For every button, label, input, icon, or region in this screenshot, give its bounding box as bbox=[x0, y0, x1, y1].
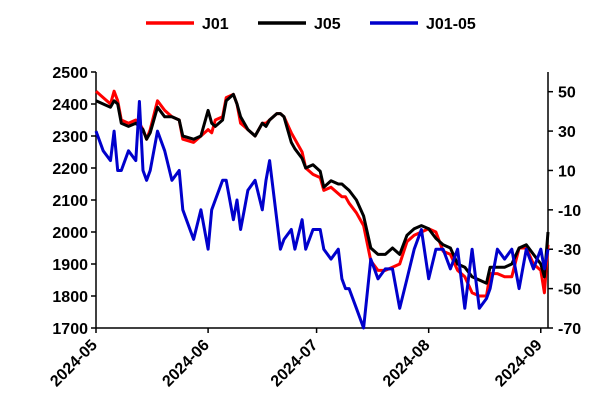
x-tick-label: 2024-07 bbox=[268, 337, 322, 391]
right-tick-label: 10 bbox=[558, 163, 576, 180]
legend-label-j01: J01 bbox=[202, 16, 229, 33]
left-tick-label: 1800 bbox=[52, 289, 88, 306]
axes bbox=[91, 71, 553, 333]
right-tick-label: 30 bbox=[558, 124, 576, 141]
right-tick-label: 50 bbox=[558, 85, 576, 102]
right-tick-label: -10 bbox=[558, 203, 581, 220]
right-tick-label: -70 bbox=[558, 321, 581, 338]
x-tick-label: 2024-09 bbox=[492, 337, 546, 391]
series-line-j01 bbox=[95, 89, 550, 298]
left-tick-label: 2100 bbox=[52, 193, 88, 210]
right-tick-label: -50 bbox=[558, 282, 581, 299]
tick-labels: 1700 1800 1900 2000 2100 2200 2300 2400 2500 -70 -… bbox=[47, 65, 581, 390]
series-line-j05 bbox=[95, 92, 550, 285]
legend-label-j05: J05 bbox=[314, 16, 341, 33]
left-tick-label: 1900 bbox=[52, 257, 88, 274]
left-tick-label: 1700 bbox=[52, 321, 88, 338]
x-tick-label: 2024-06 bbox=[159, 337, 213, 391]
left-tick-label: 2400 bbox=[52, 97, 88, 114]
left-tick-label: 2300 bbox=[52, 129, 88, 146]
left-tick-label: 2200 bbox=[52, 161, 88, 178]
legend: J01 J05 J01-05 bbox=[146, 16, 476, 33]
left-tick-label: 2000 bbox=[52, 225, 88, 242]
x-tick-label: 2024-08 bbox=[380, 337, 434, 391]
series-group bbox=[94, 89, 550, 330]
right-tick-label: -30 bbox=[558, 242, 581, 259]
left-tick-label: 2500 bbox=[52, 65, 88, 82]
series-line-j01-05 bbox=[94, 100, 550, 330]
x-tick-label: 2024-05 bbox=[47, 337, 101, 391]
legend-label-j01-05: J01-05 bbox=[426, 16, 476, 33]
